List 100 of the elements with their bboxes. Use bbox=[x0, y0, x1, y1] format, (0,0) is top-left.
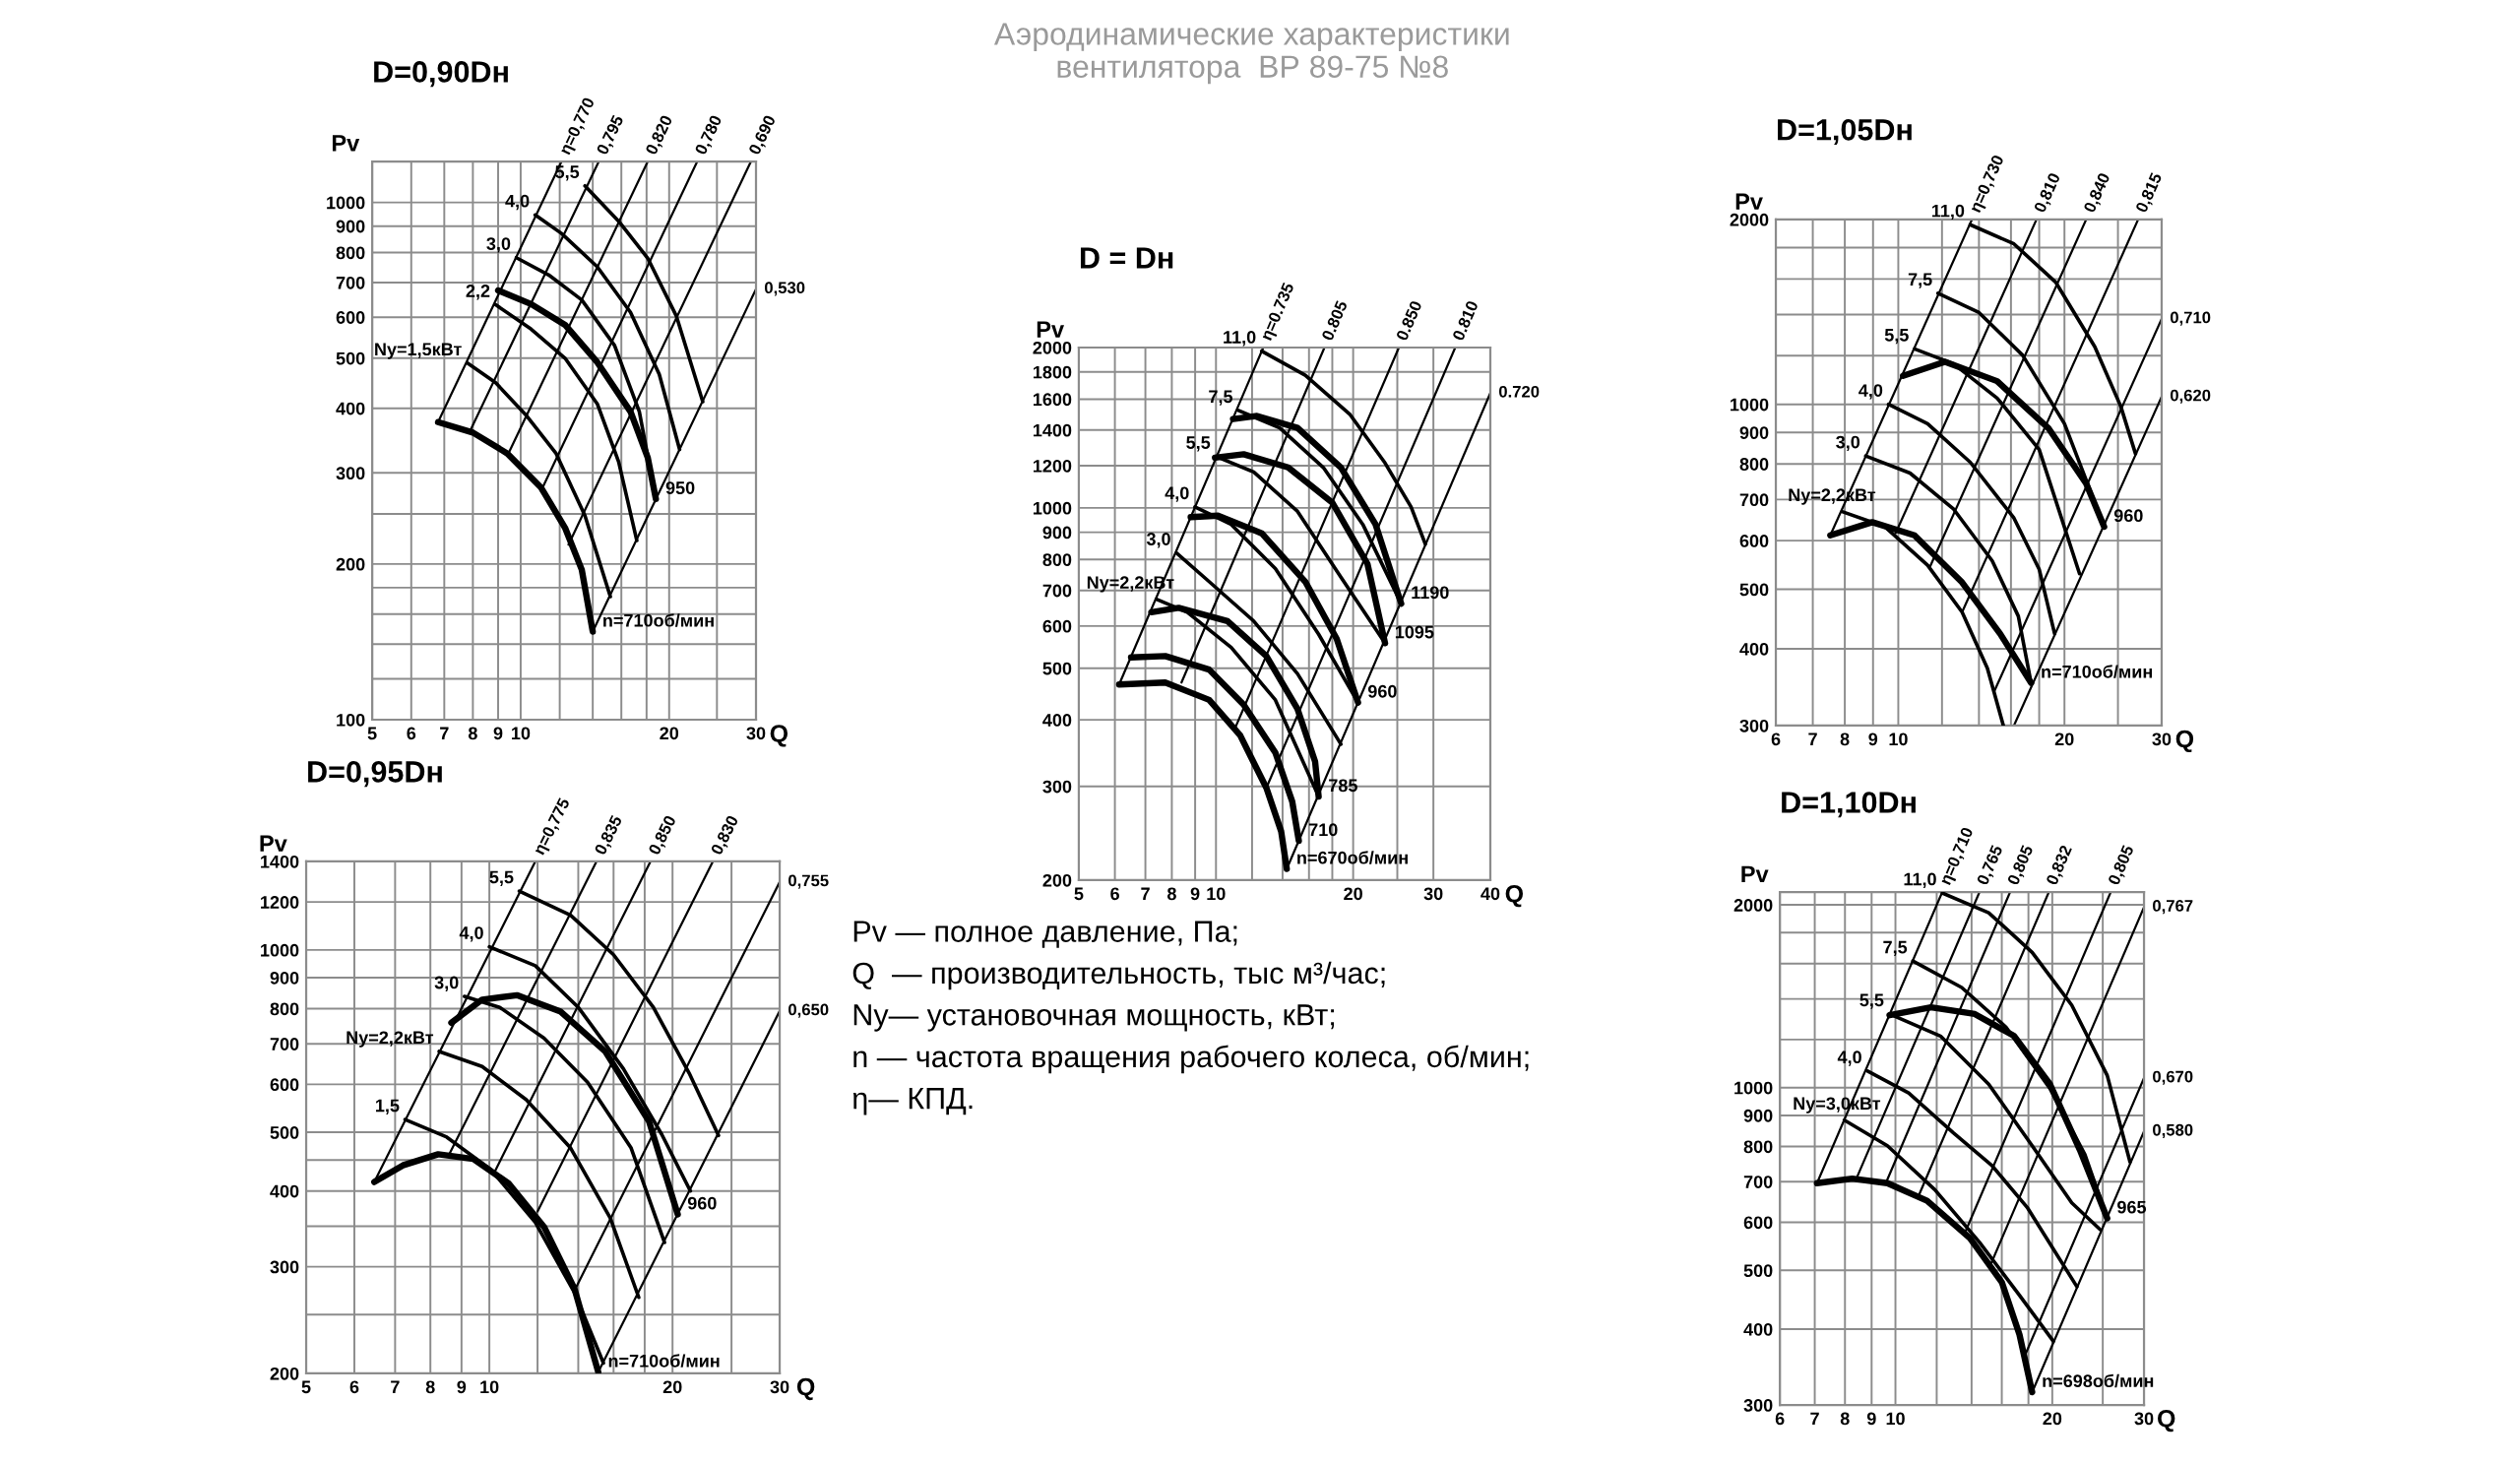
annotation: n=698об/мин bbox=[2043, 1373, 2154, 1388]
annotation: 0,767 bbox=[2153, 900, 2193, 915]
x-tick-label: 40 bbox=[1480, 887, 1500, 901]
y-tick-label: 1000 bbox=[1731, 398, 1769, 412]
y-tick-label: 200 bbox=[1042, 873, 1072, 887]
annotation: 0,765 bbox=[1976, 844, 2005, 887]
y-tick-label: 500 bbox=[1739, 583, 1769, 597]
annotation: 0.810 bbox=[1452, 299, 1479, 342]
annotation: 4,0 bbox=[459, 926, 483, 942]
x-tick-label: 20 bbox=[660, 727, 679, 740]
y-tick-label: 300 bbox=[1042, 780, 1072, 794]
annotation: 5,5 bbox=[1186, 436, 1211, 452]
x-tick-label: 10 bbox=[480, 1380, 499, 1394]
y-tick-label: 400 bbox=[1739, 642, 1769, 656]
annotation: 1,5 bbox=[376, 1099, 400, 1114]
annotation: 0,530 bbox=[764, 282, 805, 296]
x-tick-label: 30 bbox=[2134, 1412, 2154, 1426]
y-tick-label: 1000 bbox=[261, 943, 299, 957]
y-tick-label: 400 bbox=[270, 1184, 299, 1198]
x-tick-label: 6 bbox=[1775, 1412, 1785, 1426]
y-tick-label: 600 bbox=[270, 1078, 299, 1092]
y-tick-label: 900 bbox=[1743, 1109, 1773, 1122]
y-tick-label: 600 bbox=[1739, 535, 1769, 547]
chart-title: D=0,95Dн bbox=[308, 761, 442, 788]
x-axis-title: Q bbox=[1505, 884, 1524, 908]
y-tick-label: 200 bbox=[270, 1367, 299, 1380]
annotation: 960 bbox=[2113, 509, 2143, 523]
x-tick-label: 20 bbox=[2054, 732, 2074, 746]
annotation: 4,0 bbox=[1837, 1050, 1861, 1066]
annotation: 0,805 bbox=[2108, 844, 2137, 887]
annotation: 3,0 bbox=[486, 237, 511, 253]
x-tick-label: 6 bbox=[1771, 732, 1781, 746]
annotation: 0,810 bbox=[2033, 171, 2063, 215]
y-tick-label: 800 bbox=[1042, 553, 1072, 567]
y-tick-label: 900 bbox=[336, 220, 365, 233]
x-tick-label: 9 bbox=[493, 727, 503, 740]
y-tick-label: 700 bbox=[270, 1038, 299, 1050]
annotation: 965 bbox=[2117, 1200, 2147, 1214]
y-tick-label: 700 bbox=[1042, 584, 1072, 598]
x-tick-label: 6 bbox=[1110, 887, 1119, 901]
y-tick-label: 1200 bbox=[1033, 459, 1072, 473]
y-tick-label: 900 bbox=[270, 971, 299, 985]
annotation: 0,670 bbox=[2153, 1070, 2193, 1085]
annotation: 4,0 bbox=[1858, 384, 1883, 400]
x-tick-label: 7 bbox=[440, 727, 449, 740]
annotation: 1190 bbox=[1412, 586, 1449, 600]
y-tick-label: 800 bbox=[270, 1002, 299, 1016]
y-tick-label: 600 bbox=[1042, 619, 1072, 633]
annotation: Ny=1,5кВт bbox=[375, 343, 462, 359]
y-tick-label: 2000 bbox=[1033, 341, 1072, 354]
y-tick-label: 700 bbox=[1739, 493, 1769, 507]
chart-title: D=1,10Dн bbox=[1782, 792, 1916, 818]
x-tick-label: 10 bbox=[1886, 1412, 1905, 1426]
annotation: 0.805 bbox=[1321, 299, 1349, 342]
x-tick-label: 10 bbox=[1889, 732, 1908, 746]
y-tick-label: 800 bbox=[1743, 1140, 1773, 1154]
text: Pv — полное давление, Па; bbox=[853, 921, 1237, 948]
y-tick-label: 400 bbox=[1743, 1322, 1773, 1336]
y-tick-label: 400 bbox=[1042, 714, 1072, 727]
annotation: 11,0 bbox=[1224, 331, 1256, 347]
annotation: 1095 bbox=[1395, 625, 1434, 639]
x-tick-label: 20 bbox=[2043, 1412, 2062, 1426]
y-tick-label: 1400 bbox=[1033, 423, 1072, 437]
annotation: 0,580 bbox=[2153, 1123, 2193, 1139]
y-tick-label: 700 bbox=[1743, 1176, 1773, 1188]
x-tick-label: 20 bbox=[662, 1380, 682, 1394]
annotation: 0,795 bbox=[596, 114, 626, 157]
y-tick-label: 800 bbox=[1739, 458, 1769, 471]
annotation: 3,0 bbox=[1146, 533, 1170, 548]
annotation: 3,0 bbox=[434, 976, 459, 991]
chart-title: D=1,05Dн bbox=[1778, 119, 1912, 146]
x-tick-label: 30 bbox=[770, 1380, 789, 1394]
annotation: n=710об/мин bbox=[2042, 665, 2153, 678]
text: n — частота вращения рабочего колеса, об/мин; bbox=[853, 1045, 1529, 1074]
annotation: 0,850 bbox=[648, 814, 679, 858]
annotation: 0,650 bbox=[788, 1003, 829, 1018]
y-tick-label: 500 bbox=[1042, 662, 1072, 675]
x-tick-label: 7 bbox=[1141, 887, 1150, 901]
y-axis-title: Pv bbox=[1037, 321, 1065, 338]
y-tick-label: 500 bbox=[1743, 1264, 1773, 1278]
y-axis-title: Pv bbox=[332, 135, 360, 152]
annotation: 960 bbox=[1367, 684, 1397, 698]
x-tick-label: 9 bbox=[457, 1380, 467, 1394]
y-tick-label: 1000 bbox=[1033, 501, 1072, 515]
annotation: 785 bbox=[1329, 779, 1357, 793]
y-tick-label: 400 bbox=[336, 402, 365, 415]
x-tick-label: 5 bbox=[367, 727, 377, 740]
x-tick-label: 8 bbox=[1840, 732, 1850, 746]
chart-title: D = Dн bbox=[1080, 247, 1173, 269]
x-axis-title: Q bbox=[770, 725, 788, 747]
y-tick-label: 200 bbox=[336, 557, 365, 571]
annotation: 0,815 bbox=[2135, 171, 2165, 215]
y-tick-label: 500 bbox=[270, 1126, 299, 1139]
y-tick-label: 1200 bbox=[261, 896, 299, 909]
annotation: 11,0 bbox=[1904, 872, 1936, 888]
x-tick-label: 7 bbox=[1808, 732, 1817, 745]
annotation: 950 bbox=[665, 481, 695, 494]
text: Аэродинамические характеристики вентилятора ВР 89-75 №8 bbox=[993, 23, 1509, 85]
annotation: 0,805 bbox=[2006, 844, 2036, 887]
x-tick-label: 9 bbox=[1866, 1412, 1876, 1426]
